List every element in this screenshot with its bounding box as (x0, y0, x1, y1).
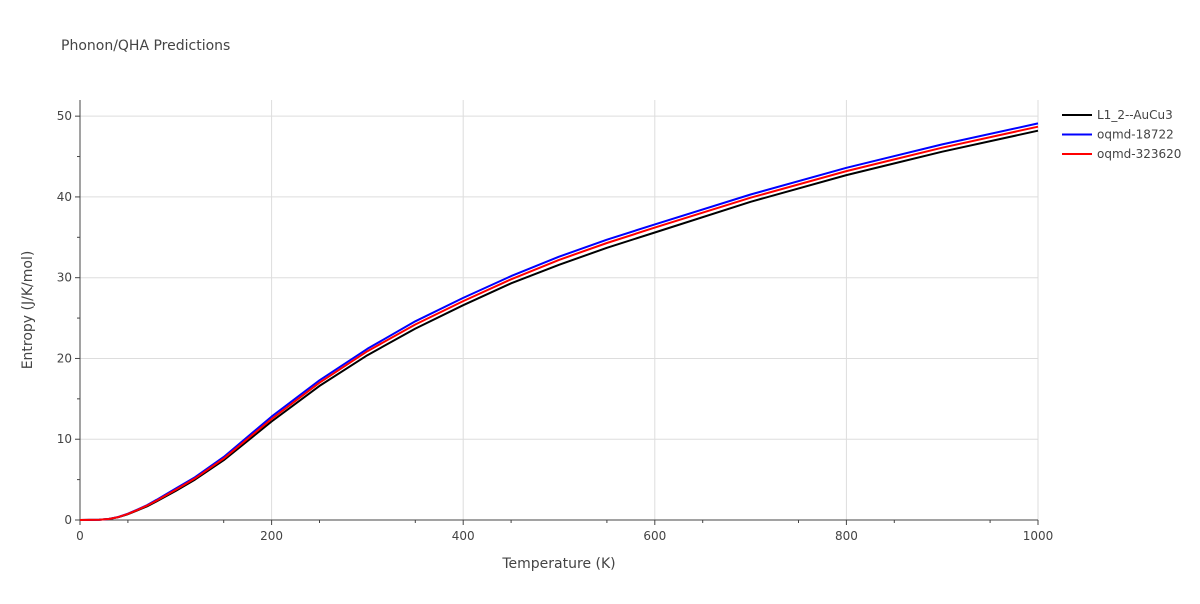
x-axis-label: Temperature (K) (501, 556, 615, 572)
x-tick-label: 1000 (1023, 529, 1054, 543)
legend: L1_2--AuCu3 oqmd-18722 oqmd-323620 (1062, 108, 1181, 161)
x-tick-label: 200 (260, 529, 283, 543)
y-tick-label: 30 (57, 271, 72, 285)
chart-title: Phonon/QHA Predictions (61, 38, 230, 54)
y-tick-label: 50 (57, 109, 72, 123)
x-tick-label: 0 (76, 529, 84, 543)
x-tick-label: 800 (835, 529, 858, 543)
axes: 0 200 400 600 800 1000 0 10 20 30 40 50 (57, 100, 1054, 543)
x-tick-label: 600 (643, 529, 666, 543)
y-tick-label: 20 (57, 351, 72, 365)
legend-label: oqmd-323620 (1097, 147, 1181, 161)
series-line-3 (79, 125, 1039, 521)
series-line-1 (79, 129, 1039, 521)
grid-lines (80, 100, 1039, 520)
legend-label: oqmd-18722 (1097, 128, 1174, 142)
y-tick-label: 10 (57, 432, 72, 446)
y-tick-label: 40 (57, 190, 72, 204)
legend-label: L1_2--AuCu3 (1097, 108, 1173, 122)
y-axis-label: Entropy (J/K/mol) (20, 251, 36, 370)
y-tick-label: 0 (64, 513, 72, 527)
series-lines (79, 122, 1039, 521)
x-tick-label: 400 (452, 529, 475, 543)
